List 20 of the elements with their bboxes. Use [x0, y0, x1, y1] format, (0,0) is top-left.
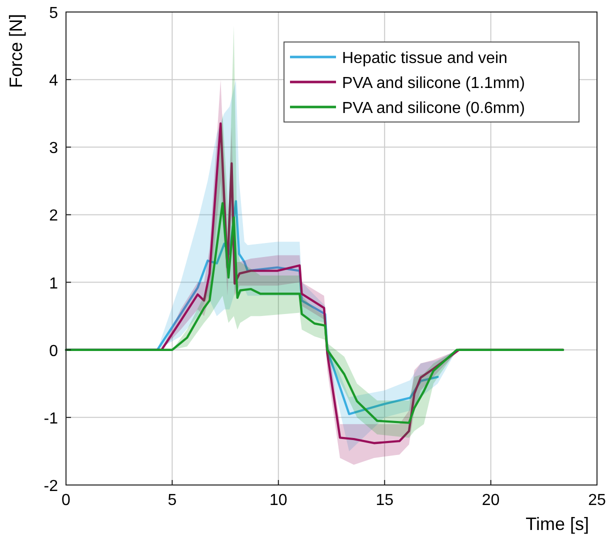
x-tick-label: 10 — [270, 492, 288, 509]
y-tick-label: 2 — [49, 208, 58, 225]
y-tick-label: -1 — [44, 410, 58, 428]
y-axis-title: Force [N] — [6, 14, 26, 88]
y-tick-label: 1 — [49, 275, 58, 292]
line-series — [64, 202, 564, 424]
legend-label: PVA and silicone (1.1mm) — [342, 75, 525, 92]
y-tick-label: 3 — [49, 140, 58, 158]
x-tick-label: 0 — [62, 492, 71, 509]
x-tick-label: 20 — [482, 492, 500, 509]
legend-label: Hepatic tissue and vein — [342, 50, 508, 67]
x-axis-title: Time [s] — [526, 514, 589, 534]
y-tick-label: -2 — [44, 478, 58, 495]
y-tick-label: 4 — [49, 72, 58, 90]
legend-label: PVA and silicone (0.6mm) — [342, 100, 525, 117]
y-tick-label: 5 — [49, 5, 58, 22]
x-tick-label: 5 — [168, 492, 177, 509]
x-tick-label: 15 — [376, 492, 394, 509]
y-tick-label: 0 — [49, 342, 58, 360]
x-tick-label: 25 — [588, 492, 606, 509]
